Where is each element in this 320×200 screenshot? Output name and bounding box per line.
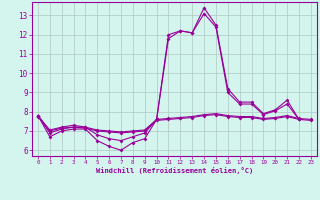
X-axis label: Windchill (Refroidissement éolien,°C): Windchill (Refroidissement éolien,°C) (96, 167, 253, 174)
